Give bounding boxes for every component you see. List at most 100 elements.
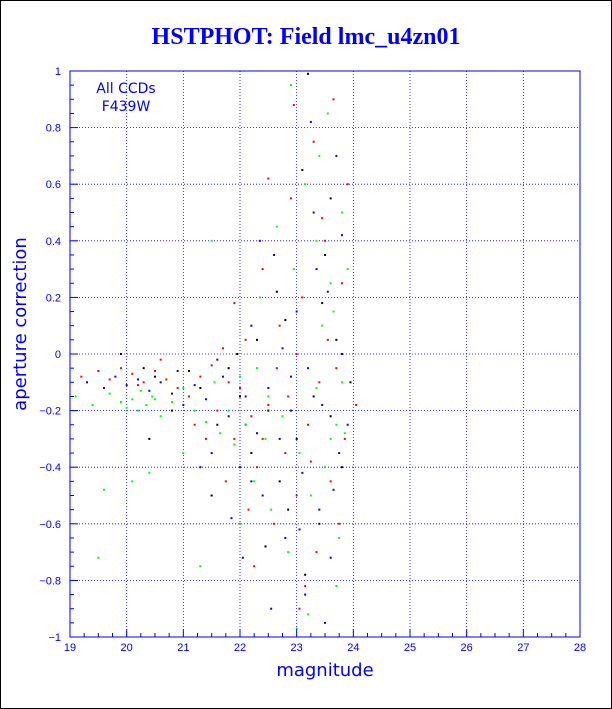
data-point [324, 621, 326, 624]
data-point [338, 536, 341, 539]
data-point [309, 120, 312, 123]
data-point [341, 234, 343, 237]
data-point [338, 522, 341, 525]
data-point [250, 480, 253, 483]
data-point [171, 409, 173, 412]
data-point [216, 423, 219, 426]
data-point [154, 398, 156, 401]
data-point [230, 517, 233, 520]
data-point [287, 395, 290, 398]
x-tick-label: 20 [121, 642, 133, 654]
data-point [182, 386, 185, 389]
data-point [281, 415, 284, 418]
data-point [292, 103, 295, 106]
data-point [318, 154, 321, 157]
data-point [309, 494, 312, 497]
data-point [239, 395, 241, 398]
data-point [241, 556, 244, 559]
data-point [222, 347, 224, 350]
data-point [275, 367, 278, 370]
data-point [261, 268, 264, 271]
data-point [239, 386, 241, 389]
data-point [335, 154, 338, 157]
data-point [332, 98, 335, 101]
y-tick-label: −0.2 [39, 406, 61, 418]
data-point [315, 386, 318, 389]
data-point [341, 353, 343, 355]
data-point [312, 211, 315, 214]
data-point [171, 401, 173, 404]
data-point [329, 437, 332, 440]
data-point [80, 375, 83, 378]
data-point [227, 381, 230, 384]
data-point [159, 358, 162, 361]
data-point [270, 607, 273, 610]
data-point [321, 324, 324, 327]
data-point [307, 72, 309, 75]
data-point [273, 253, 275, 256]
data-point [341, 211, 343, 214]
data-point [312, 395, 315, 398]
data-point [309, 460, 312, 463]
data-point [267, 177, 270, 180]
data-point [250, 324, 253, 327]
data-point [176, 386, 179, 389]
data-point [287, 551, 290, 554]
data-point [326, 338, 329, 341]
data-point [120, 353, 122, 355]
grid-lines [70, 71, 580, 637]
data-point [205, 398, 207, 401]
data-point [244, 338, 247, 341]
data-point [261, 437, 264, 440]
data-point [108, 378, 111, 381]
data-point [335, 585, 338, 588]
data-point [292, 268, 295, 271]
data-point [244, 423, 247, 426]
data-point [324, 253, 326, 256]
data-point [253, 480, 256, 483]
data-point [295, 353, 298, 355]
data-point [137, 409, 139, 412]
data-point [253, 565, 256, 568]
y-tick-label: 0.8 [46, 123, 61, 135]
data-point [270, 508, 273, 511]
data-point [188, 395, 190, 398]
data-point [227, 409, 230, 412]
data-point [329, 480, 332, 483]
data-point [145, 403, 148, 406]
data-point [278, 480, 281, 483]
data-point [233, 302, 236, 305]
data-point [298, 528, 301, 531]
data-point [275, 290, 278, 293]
data-point [332, 310, 335, 313]
x-tick-label: 25 [404, 642, 416, 654]
data-point [182, 452, 185, 455]
data-point [295, 310, 298, 313]
data-point [137, 384, 139, 387]
data-point [205, 420, 207, 423]
data-point [355, 403, 358, 406]
x-tick-label: 24 [347, 642, 359, 654]
x-tick-label: 26 [461, 642, 473, 654]
data-point [343, 437, 346, 440]
data-point [315, 268, 318, 271]
data-point [91, 403, 94, 406]
data-point [273, 522, 275, 525]
x-tick-label: 27 [517, 642, 529, 654]
data-point [346, 423, 349, 426]
data-point [199, 565, 202, 568]
x-tick-label: 21 [177, 642, 189, 654]
x-tick-label: 19 [64, 642, 76, 654]
annotation-filter: F439W [102, 99, 151, 115]
data-point [210, 239, 213, 242]
data-point [267, 409, 270, 412]
data-point [326, 112, 329, 115]
data-point [210, 364, 213, 367]
data-point [298, 452, 301, 455]
data-point [151, 395, 154, 398]
data-point [318, 508, 321, 511]
data-point [227, 367, 230, 370]
data-point [159, 415, 162, 418]
data-point [148, 389, 151, 392]
data-point [74, 395, 77, 398]
